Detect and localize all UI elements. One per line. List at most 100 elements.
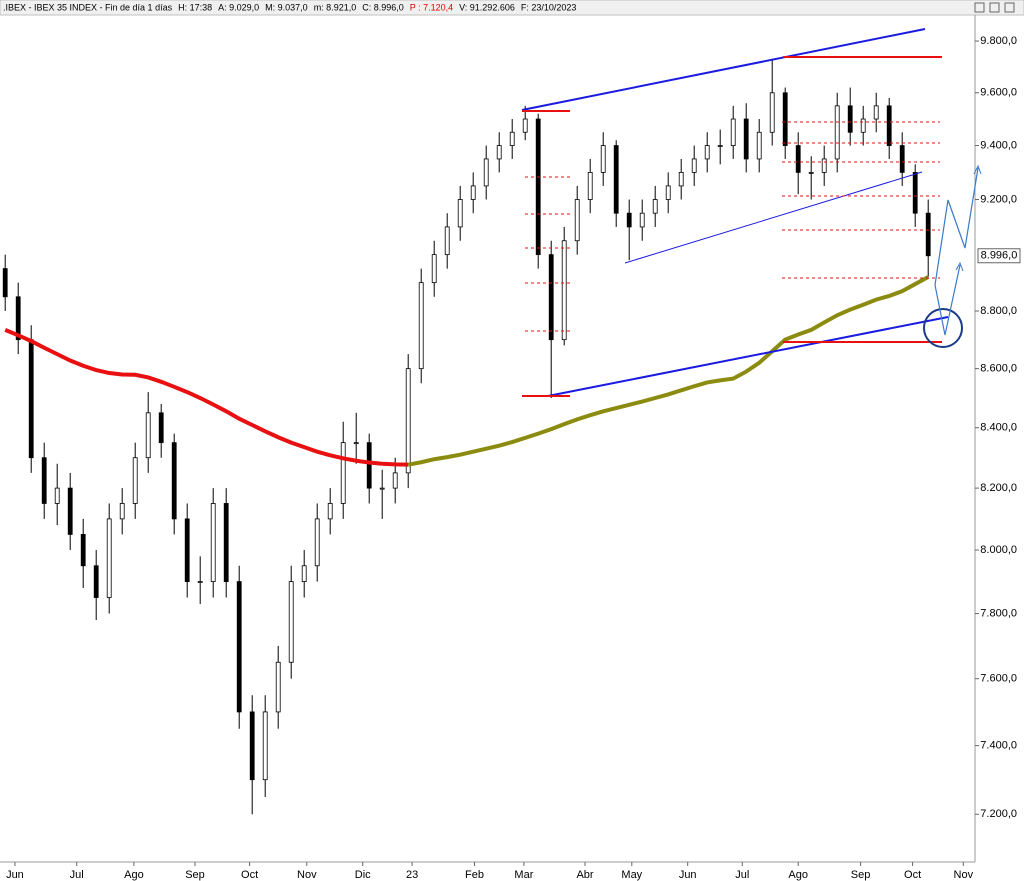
y-tick-label: 7.800,0 <box>980 607 1017 619</box>
candle-body <box>717 145 723 147</box>
plot-area <box>2 59 931 815</box>
candle-body <box>873 105 879 120</box>
candle-body <box>301 565 307 582</box>
candle-body <box>145 412 151 459</box>
y-tick-label: 9.200,0 <box>980 193 1017 205</box>
highlight-circle <box>923 308 963 348</box>
candle-body <box>158 412 164 444</box>
x-tick-label: Oct <box>241 869 258 881</box>
x-tick-label: 23 <box>406 869 418 881</box>
x-tick-label: Feb <box>465 869 484 881</box>
candle-body <box>249 711 255 781</box>
candle-body <box>353 442 359 445</box>
close-button[interactable] <box>1004 2 1015 13</box>
candle-body <box>548 254 554 341</box>
x-tick-label: May <box>621 869 642 881</box>
candle-body <box>2 268 8 298</box>
candle-body <box>93 565 99 598</box>
candle-body <box>444 226 450 256</box>
candle-body <box>678 171 684 187</box>
x-tick-label: Abr <box>576 869 593 881</box>
x-tick-label: Jul <box>70 869 84 881</box>
candle-body <box>522 118 528 133</box>
scenario-arrow <box>934 264 961 336</box>
candle-body <box>67 487 73 535</box>
chart-title: .IBEX - IBEX 35 INDEX - Fin de día 1 día… <box>3 2 173 12</box>
candle-body <box>782 92 788 146</box>
last-price-label: 8.996,0 <box>981 250 1018 262</box>
x-tick-label: Mar <box>514 869 533 881</box>
candle-body <box>314 518 320 567</box>
y-tick-label: 9.400,0 <box>980 139 1017 151</box>
candle-body <box>379 487 385 490</box>
candle-body <box>795 145 801 173</box>
candle-body <box>223 503 229 582</box>
y-tick-label: 9.600,0 <box>980 87 1017 99</box>
y-tick-label: 8.000,0 <box>980 544 1017 556</box>
candle-body <box>730 118 736 146</box>
x-tick-label: Sep <box>851 869 871 881</box>
candle-body <box>899 145 905 173</box>
header-stat: H: 17:38 <box>178 2 212 12</box>
candle-body <box>483 158 489 187</box>
candle-body <box>28 339 34 459</box>
candle-body <box>119 503 125 520</box>
candle-body <box>327 503 333 520</box>
y-tick-label: 7.600,0 <box>980 673 1017 685</box>
minimize-button[interactable] <box>974 2 985 13</box>
header-bar <box>0 0 1024 16</box>
candle-body <box>834 105 840 160</box>
candle-body <box>886 105 892 146</box>
header-stat: V: 91.292.606 <box>459 2 515 12</box>
y-tick-label: 9.800,0 <box>980 35 1017 47</box>
candle-body <box>236 581 242 713</box>
x-tick-label: Jun <box>6 869 24 881</box>
candle-body <box>509 131 515 146</box>
candle-body <box>847 105 853 133</box>
candle-body <box>860 118 866 133</box>
candle-body <box>769 92 775 133</box>
dashed-levels <box>525 121 940 332</box>
candle-body <box>340 442 346 504</box>
candle-body <box>405 368 411 474</box>
candle-body <box>652 199 658 214</box>
trendline <box>624 171 923 264</box>
candle-body <box>80 534 86 567</box>
candle-body <box>574 199 580 242</box>
candle-body <box>210 503 216 582</box>
candle-body <box>626 212 632 228</box>
x-tick-label: Oct <box>904 869 921 881</box>
candle-body <box>535 118 541 256</box>
candle-body <box>665 185 671 200</box>
candle-body <box>288 581 294 663</box>
candle-body <box>197 581 203 583</box>
scenario-arrow <box>934 167 979 286</box>
header-stat: C: 8.996,0 <box>362 2 404 12</box>
candle-body <box>496 145 502 160</box>
candle-body <box>808 171 814 174</box>
x-tick-label: Dic <box>355 869 371 881</box>
x-tick-label: Nov <box>297 869 317 881</box>
maximize-button[interactable] <box>989 2 1000 13</box>
arrow-head <box>955 261 964 272</box>
header-stat: P : 7.120,4 <box>410 2 453 12</box>
candle-body <box>691 158 697 173</box>
window-buttons[interactable] <box>974 2 1015 13</box>
candle-body <box>613 145 619 214</box>
trendline <box>521 28 926 111</box>
header-stat: F: 23/10/2023 <box>521 2 577 12</box>
arrow-head <box>973 164 982 175</box>
last-price-box <box>977 248 1021 264</box>
candle-body <box>431 254 437 284</box>
candle-body <box>262 711 268 781</box>
header-stat: M: 9.037,0 <box>265 2 308 12</box>
candle-body <box>925 212 931 257</box>
candle-body <box>132 457 138 504</box>
candle-body <box>912 171 918 214</box>
x-tick-label: Jul <box>735 869 749 881</box>
candle-body <box>561 240 567 341</box>
x-tick-label: Jun <box>679 869 697 881</box>
candle-body <box>106 518 112 598</box>
x-tick-label: Sep <box>185 869 205 881</box>
